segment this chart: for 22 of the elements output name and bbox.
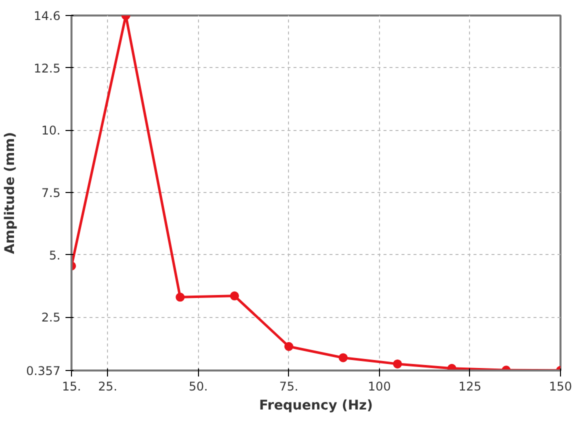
x-tick-label: 75. [279,380,298,394]
point [338,353,348,362]
x-tick-label: 15. [62,380,82,394]
x-axis-title: Frequency (Hz) [259,398,373,414]
point [176,292,185,302]
x-tick-label: 100 [368,380,391,394]
x-tick-label: 150 [549,380,572,394]
point [230,291,239,300]
line-series [72,16,560,370]
y-tick-label: 5. [49,248,61,262]
x-tick-label: 125 [458,380,482,394]
y-tick-label: 14.6 [34,9,60,23]
x-tick-label: 25. [98,380,118,394]
x-tick-label: 50. [188,380,208,394]
y-axis-title: Amplitude (mm) [3,132,18,254]
y-tick-label: 7.5 [41,186,61,200]
y-tick-label: 0.357 [26,364,61,378]
point [393,359,402,368]
point [284,342,294,351]
y-tick-label: 12.5 [34,61,60,76]
y-tick-label: 10. [41,124,61,138]
y-tick-label: 2.5 [41,310,61,325]
